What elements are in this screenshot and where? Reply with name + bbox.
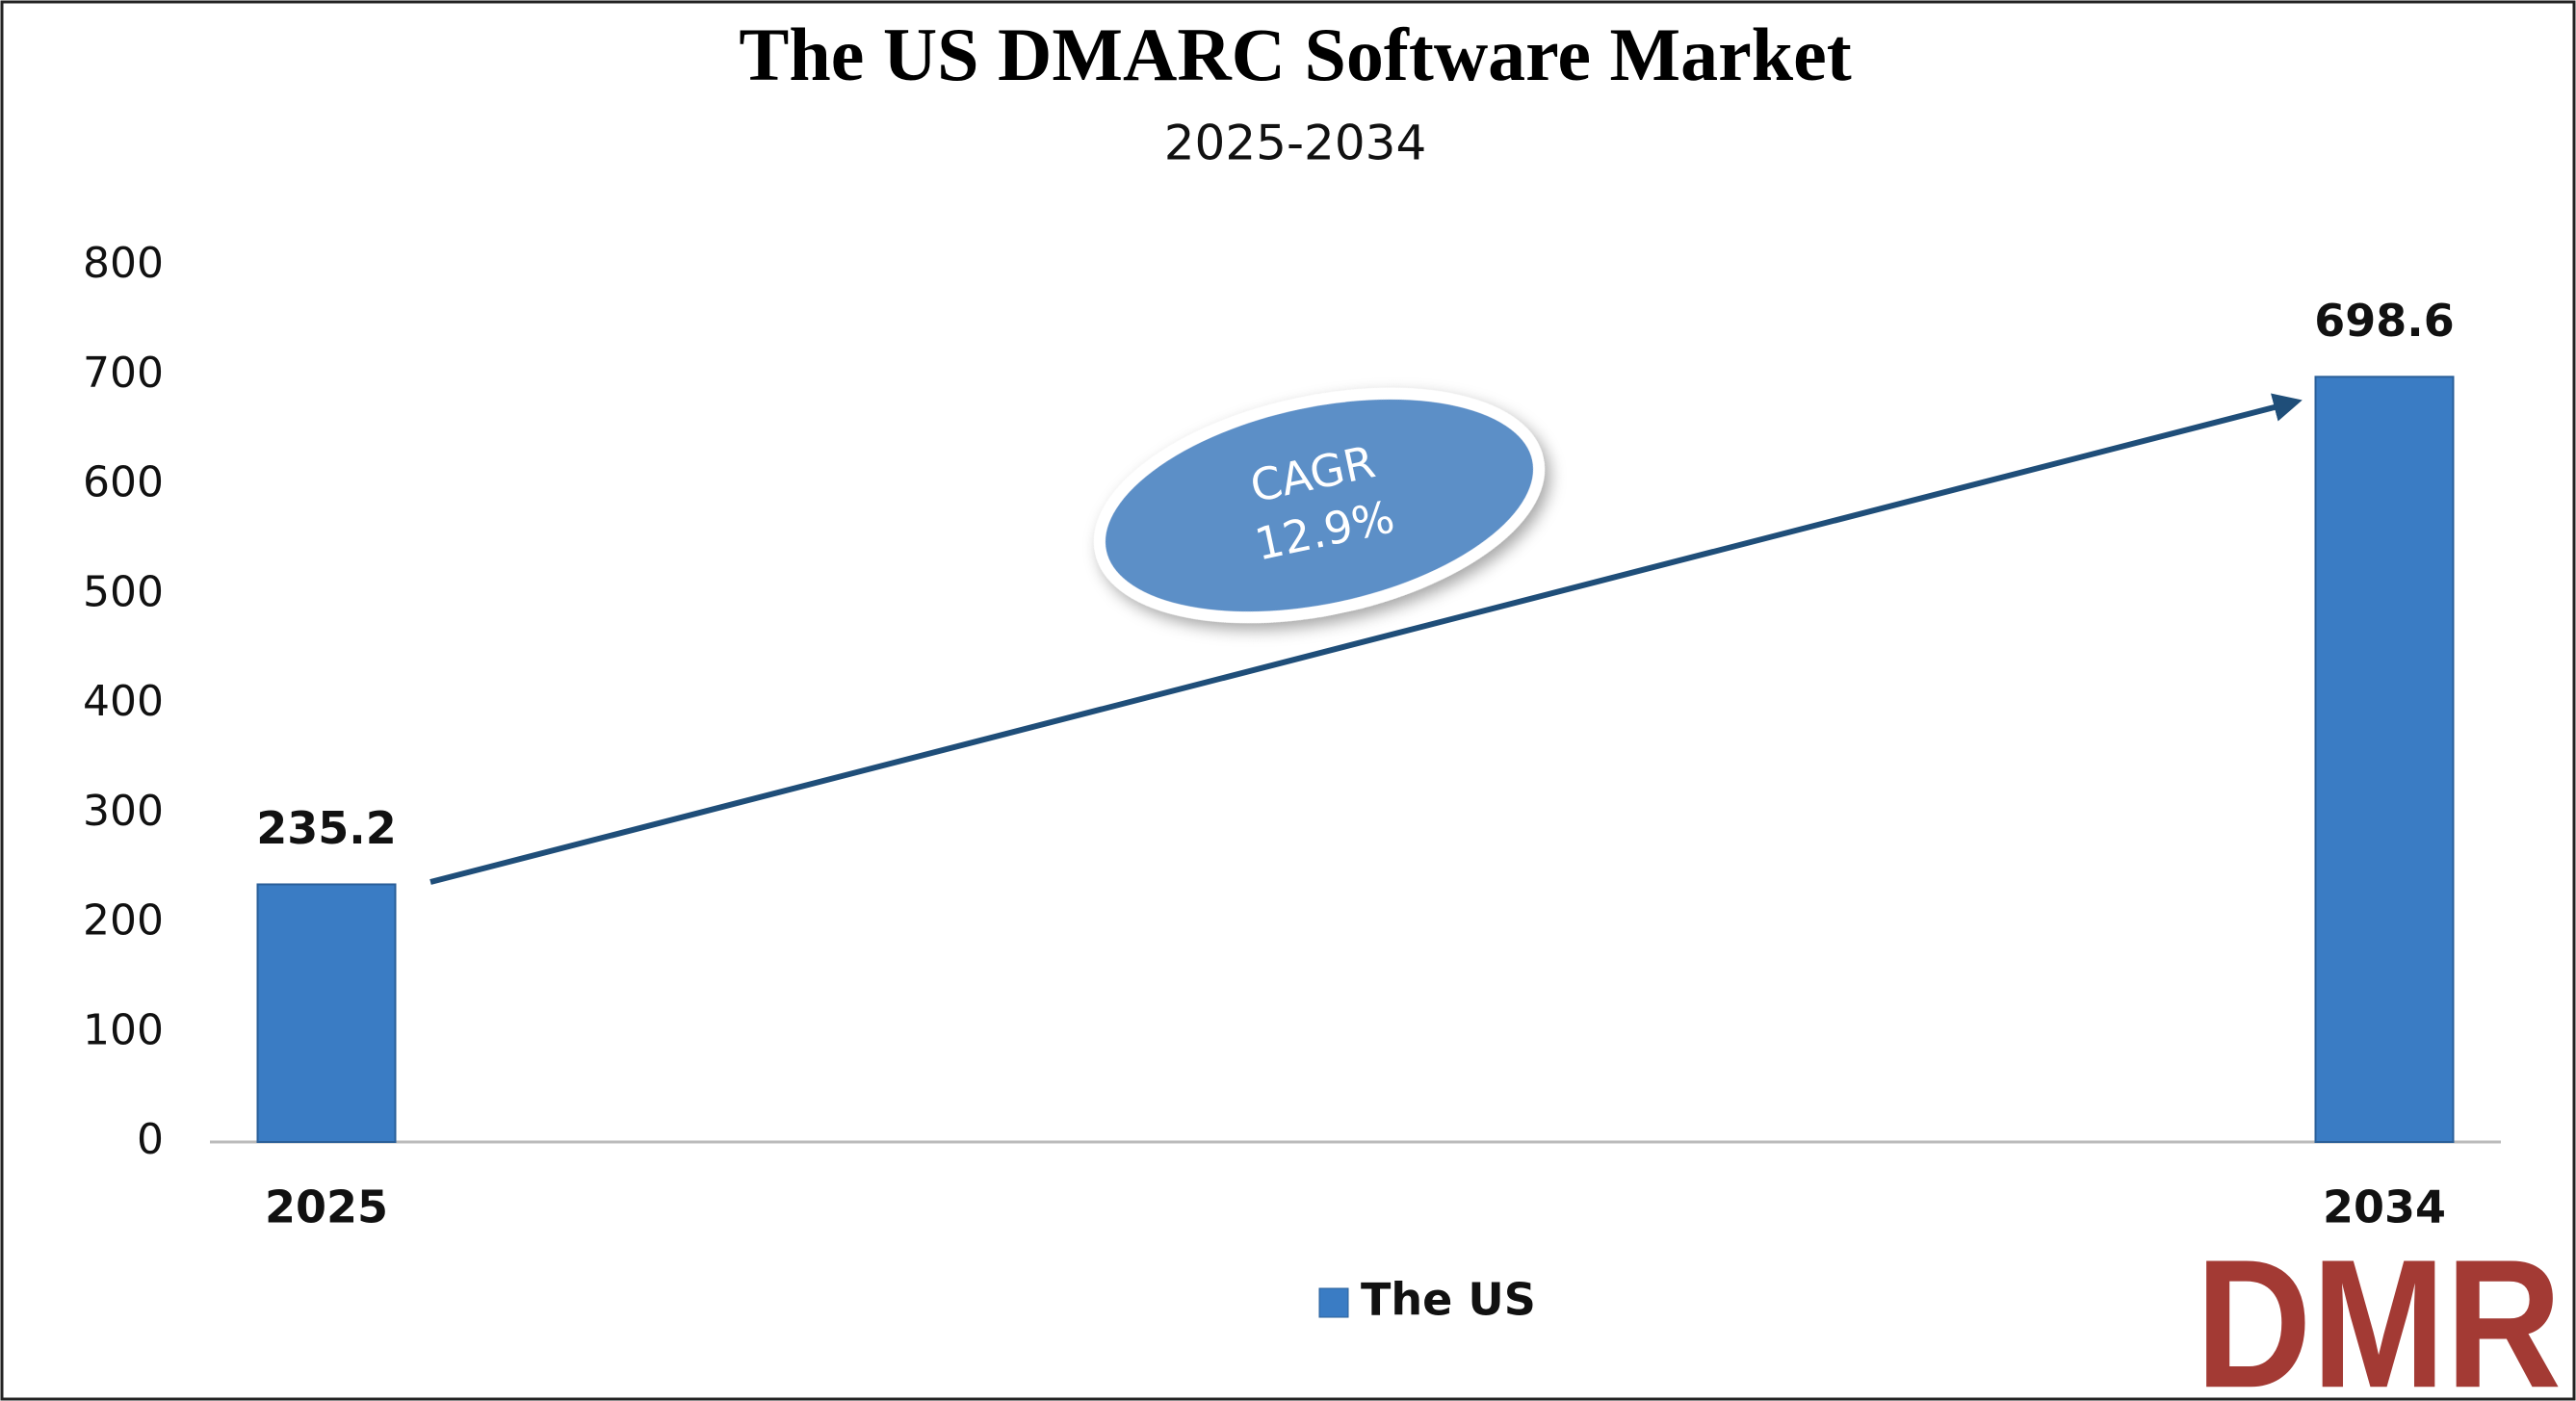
y-tick-label: 200: [83, 896, 164, 946]
legend-label: The US: [1361, 1274, 1536, 1326]
x-tick-label: 2025: [265, 1181, 388, 1233]
y-tick-label: 100: [83, 1005, 164, 1054]
y-tick-label: 500: [83, 567, 164, 616]
legend-swatch: [1318, 1287, 1349, 1318]
bar: [2314, 376, 2455, 1143]
y-tick-label: 800: [83, 239, 164, 288]
y-tick-label: 300: [83, 787, 164, 836]
chart-title: The US DMARC Software Market: [739, 13, 1851, 96]
data-label: 235.2: [256, 802, 397, 854]
bar: [256, 883, 397, 1144]
data-label: 698.6: [2314, 295, 2455, 347]
y-tick-label: 400: [83, 677, 164, 726]
cagr-ellipse: [1093, 387, 1546, 624]
logo: DMR: [2196, 1222, 2562, 1401]
y-tick-label: 600: [83, 458, 164, 507]
y-tick-label: 0: [137, 1115, 164, 1164]
cagr-arrow: [429, 393, 2303, 885]
x-tick-label: 2034: [2323, 1181, 2446, 1233]
chart-subtitle: 2025-2034: [1164, 116, 1427, 171]
cagr-bubble: CAGR 12.9%: [1093, 387, 1546, 624]
y-tick-label: 700: [83, 349, 164, 398]
